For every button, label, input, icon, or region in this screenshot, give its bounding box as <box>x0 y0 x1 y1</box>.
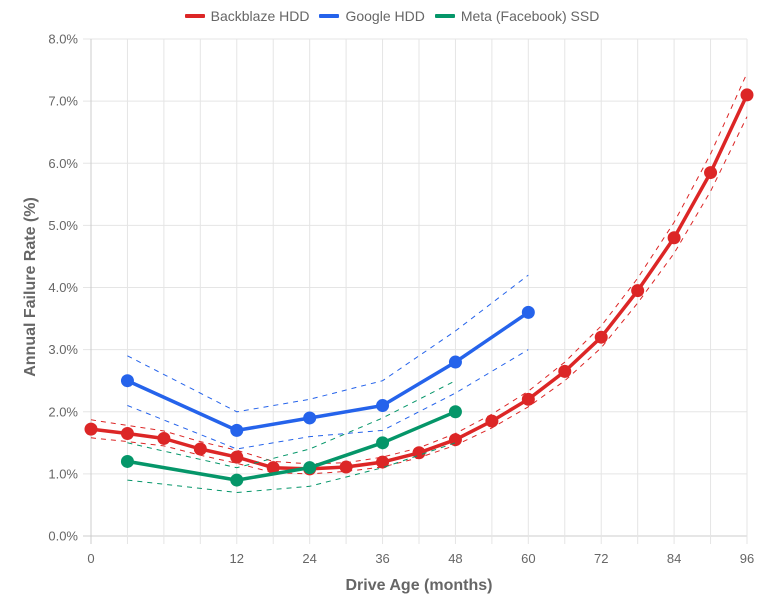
data-point[interactable] <box>448 355 462 369</box>
data-point[interactable] <box>157 431 171 445</box>
data-point[interactable] <box>230 450 244 464</box>
data-point[interactable] <box>558 364 572 378</box>
y-tick-label: 4.0% <box>48 280 78 295</box>
legend-item-google[interactable]: Google HDD <box>319 8 425 24</box>
legend-item-backblaze[interactable]: Backblaze HDD <box>184 8 310 24</box>
data-point[interactable] <box>448 405 462 419</box>
confidence-bound-upper <box>127 380 456 469</box>
data-point[interactable] <box>740 88 754 102</box>
y-tick-label: 1.0% <box>48 466 78 481</box>
grid-lines <box>83 38 748 544</box>
x-tick-label: 36 <box>375 551 389 566</box>
y-tick-label: 2.0% <box>48 404 78 419</box>
legend-label: Meta (Facebook) SSD <box>460 8 600 24</box>
y-tick-label: 7.0% <box>48 94 78 109</box>
chart-legend: Backblaze HDD Google HDD Meta (Facebook)… <box>0 8 784 24</box>
data-point[interactable] <box>303 411 317 425</box>
x-tick-label: 72 <box>594 551 608 566</box>
data-point[interactable] <box>485 414 499 428</box>
series-line <box>126 310 530 433</box>
x-tick-label: 96 <box>740 551 754 566</box>
y-tick-label: 8.0% <box>48 32 78 47</box>
data-point[interactable] <box>448 433 462 447</box>
y-tick-label: 0.0% <box>48 529 78 544</box>
data-point[interactable] <box>376 455 390 469</box>
y-tick-label: 3.0% <box>48 342 78 357</box>
data-point[interactable] <box>120 374 134 388</box>
x-axis-ticks: 0 12 24 36 48 60 72 84 96 <box>87 551 754 566</box>
confidence-bound-upper <box>127 274 529 413</box>
x-tick-label: 0 <box>87 551 94 566</box>
y-tick-label: 5.0% <box>48 218 78 233</box>
data-point[interactable] <box>376 399 390 413</box>
data-point[interactable] <box>667 231 681 245</box>
data-point[interactable] <box>230 423 244 437</box>
y-tick-label: 6.0% <box>48 156 78 171</box>
legend-label: Google HDD <box>345 8 425 24</box>
data-point[interactable] <box>84 422 98 436</box>
y-axis-title: Annual Failure Rate (%) <box>22 197 39 377</box>
data-point[interactable] <box>376 436 390 450</box>
x-tick-label: 84 <box>667 551 681 566</box>
legend-swatch-icon <box>184 14 205 18</box>
data-point[interactable] <box>230 473 244 487</box>
x-tick-label: 48 <box>448 551 462 566</box>
x-axis-title: Drive Age (months) <box>346 577 493 594</box>
x-tick-label: 12 <box>230 551 244 566</box>
data-point[interactable] <box>120 426 134 440</box>
series-meta-facebook-ssd <box>120 380 462 494</box>
legend-swatch-icon <box>319 14 340 18</box>
data-point[interactable] <box>704 166 718 180</box>
series-google-hdd <box>120 274 535 450</box>
data-point[interactable] <box>339 460 353 474</box>
data-point[interactable] <box>303 461 317 475</box>
data-point[interactable] <box>521 305 535 319</box>
data-series <box>84 72 754 494</box>
data-point[interactable] <box>521 392 535 406</box>
data-point[interactable] <box>120 454 134 468</box>
confidence-bound-lower <box>127 442 456 494</box>
legend-swatch-icon <box>434 14 455 18</box>
x-tick-label: 60 <box>521 551 535 566</box>
legend-item-meta[interactable]: Meta (Facebook) SSD <box>434 8 600 24</box>
data-point[interactable] <box>193 442 207 456</box>
y-axis-ticks: 0.0% 1.0% 2.0% 3.0% 4.0% 5.0% 6.0% 7.0% 8.0% <box>48 32 78 544</box>
confidence-bound-lower <box>127 349 529 450</box>
data-point[interactable] <box>266 461 280 475</box>
x-tick-label: 24 <box>302 551 316 566</box>
data-point[interactable] <box>594 330 608 344</box>
legend-label: Backblaze HDD <box>210 8 310 24</box>
data-point[interactable] <box>631 284 645 298</box>
